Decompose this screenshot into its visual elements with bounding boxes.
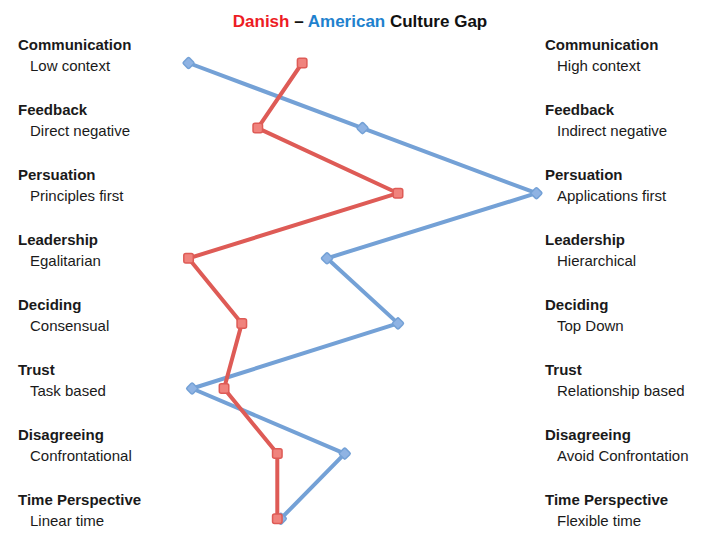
american-trait: Hierarchical <box>545 250 720 271</box>
category-label: Disagreeing <box>545 424 720 445</box>
danish-trait: Egalitarian <box>18 250 208 271</box>
category-feedback-right: FeedbackIndirect negative <box>545 99 720 141</box>
category-label: Trust <box>18 359 208 380</box>
category-label: Leadership <box>18 229 208 250</box>
category-label: Time Perspective <box>18 489 208 510</box>
category-time-perspective-right: Time PerspectiveFlexible time <box>545 489 720 531</box>
category-label: Deciding <box>545 294 720 315</box>
square-marker-danish-2 <box>393 188 403 198</box>
category-label: Feedback <box>18 99 208 120</box>
category-label: Leadership <box>545 229 720 250</box>
category-label: Persuation <box>545 164 720 185</box>
category-persuation-left: PersuationPrinciples first <box>18 164 208 206</box>
american-trait: Flexible time <box>545 510 720 531</box>
square-marker-danish-5 <box>219 384 229 394</box>
category-leadership-left: LeadershipEgalitarian <box>18 229 208 271</box>
category-disagreeing-left: DisagreeingConfrontational <box>18 424 208 466</box>
danish-trait: Low context <box>18 55 208 76</box>
category-trust-right: TrustRelationship based <box>545 359 720 401</box>
danish-trait: Confrontational <box>18 445 208 466</box>
category-deciding-left: DecidingConsensual <box>18 294 208 336</box>
category-label: Communication <box>545 34 720 55</box>
category-time-perspective-left: Time PerspectiveLinear time <box>18 489 208 531</box>
category-label: Disagreeing <box>18 424 208 445</box>
square-marker-danish-6 <box>273 449 283 459</box>
danish-trait: Principles first <box>18 185 208 206</box>
danish-trait: Direct negative <box>18 120 208 141</box>
american-trait: Avoid Confrontation <box>545 445 720 466</box>
slide-canvas: Danish – American Culture Gap Communicat… <box>0 0 720 540</box>
square-marker-danish-1 <box>253 123 263 133</box>
diamond-marker-american-1 <box>356 122 368 134</box>
category-label: Trust <box>545 359 720 380</box>
category-label: Time Perspective <box>545 489 720 510</box>
category-communication-right: CommunicationHigh context <box>545 34 720 76</box>
american-trait: High context <box>545 55 720 76</box>
square-marker-danish-7 <box>273 514 283 524</box>
danish-trait: Task based <box>18 380 208 401</box>
square-marker-danish-0 <box>297 58 307 68</box>
american-trait: Applications first <box>545 185 720 206</box>
square-marker-danish-4 <box>237 319 247 329</box>
american-trait: Relationship based <box>545 380 720 401</box>
american-trait: Indirect negative <box>545 120 720 141</box>
diamond-marker-american-2 <box>530 187 542 199</box>
danish-trait: Consensual <box>18 315 208 336</box>
danish-trait: Linear time <box>18 510 208 531</box>
category-leadership-right: LeadershipHierarchical <box>545 229 720 271</box>
category-label: Feedback <box>545 99 720 120</box>
category-deciding-right: DecidingTop Down <box>545 294 720 336</box>
category-label: Deciding <box>18 294 208 315</box>
category-communication-left: CommunicationLow context <box>18 34 208 76</box>
category-feedback-left: FeedbackDirect negative <box>18 99 208 141</box>
category-trust-left: TrustTask based <box>18 359 208 401</box>
category-disagreeing-right: DisagreeingAvoid Confrontation <box>545 424 720 466</box>
category-label: Persuation <box>18 164 208 185</box>
category-persuation-right: PersuationApplications first <box>545 164 720 206</box>
category-label: Communication <box>18 34 208 55</box>
american-trait: Top Down <box>545 315 720 336</box>
